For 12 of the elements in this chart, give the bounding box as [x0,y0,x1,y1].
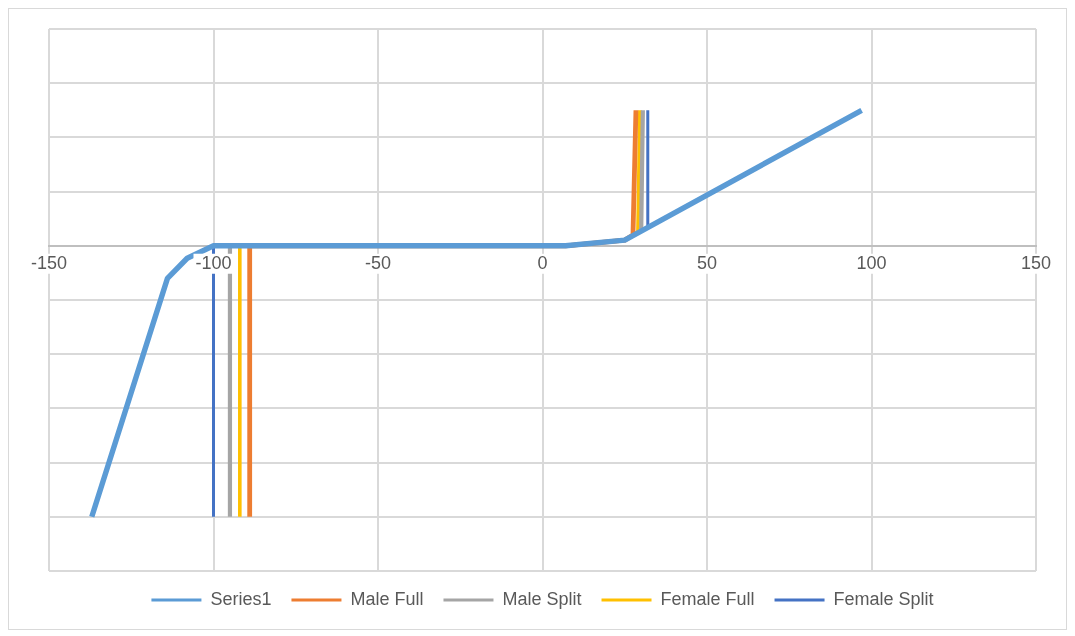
legend-label: Female Full [660,588,755,609]
legend-label: Male Split [502,588,582,609]
x-tick-label: 0 [537,252,548,273]
legend-label: Series1 [210,588,272,609]
x-tick-label: 100 [856,252,887,273]
x-tick-label: -100 [195,252,232,273]
legend-label: Male Full [350,588,424,609]
x-tick-label: -150 [30,252,68,273]
legend-label: Female Split [833,588,934,609]
x-tick-label: 50 [696,252,718,273]
x-tick-label: -50 [364,252,392,273]
x-tick-label: 150 [1020,252,1052,273]
